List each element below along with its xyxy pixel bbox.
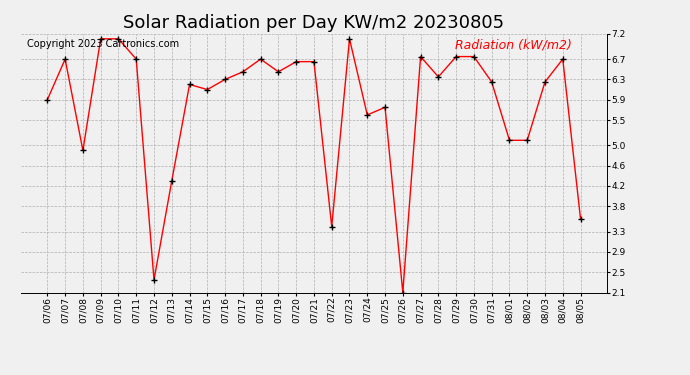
Text: Copyright 2023 Cartronics.com: Copyright 2023 Cartronics.com <box>26 39 179 49</box>
Title: Solar Radiation per Day KW/m2 20230805: Solar Radiation per Day KW/m2 20230805 <box>124 14 504 32</box>
Text: Radiation (kW/m2): Radiation (kW/m2) <box>455 39 571 52</box>
